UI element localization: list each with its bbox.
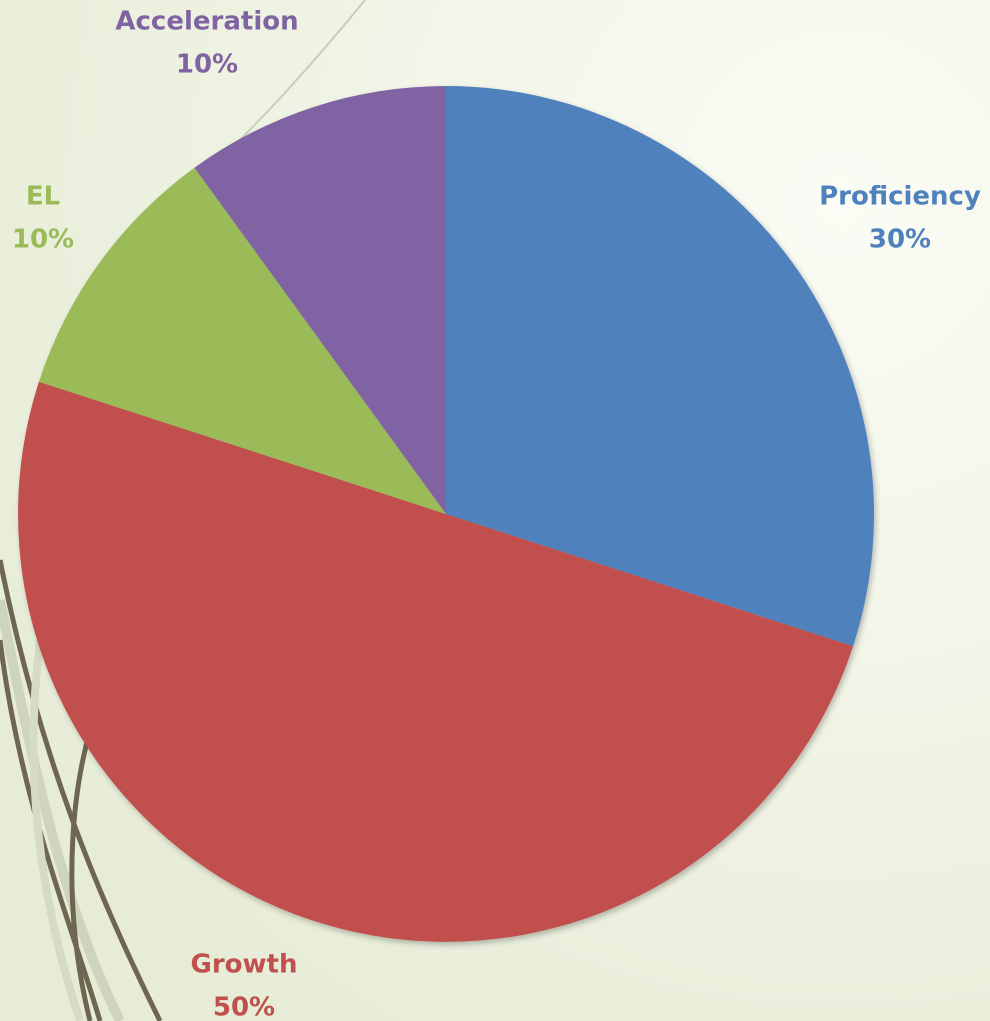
slice-value-label: 30% bbox=[869, 225, 931, 255]
pie-slice bbox=[194, 86, 446, 514]
slice-label: Proficiency bbox=[819, 182, 981, 212]
slice-value-label: 10% bbox=[12, 225, 74, 255]
slice-value-label: 10% bbox=[176, 50, 238, 80]
pie-slice bbox=[446, 86, 874, 647]
slice-label: Acceleration bbox=[115, 7, 298, 37]
pie bbox=[18, 86, 874, 942]
decoration bbox=[0, 0, 366, 1021]
slice-label: EL bbox=[26, 182, 60, 212]
pie-slice bbox=[18, 381, 854, 942]
pie-slice bbox=[38, 167, 446, 514]
slice-value-label: 50% bbox=[213, 993, 275, 1021]
slice-label: Growth bbox=[191, 950, 298, 980]
